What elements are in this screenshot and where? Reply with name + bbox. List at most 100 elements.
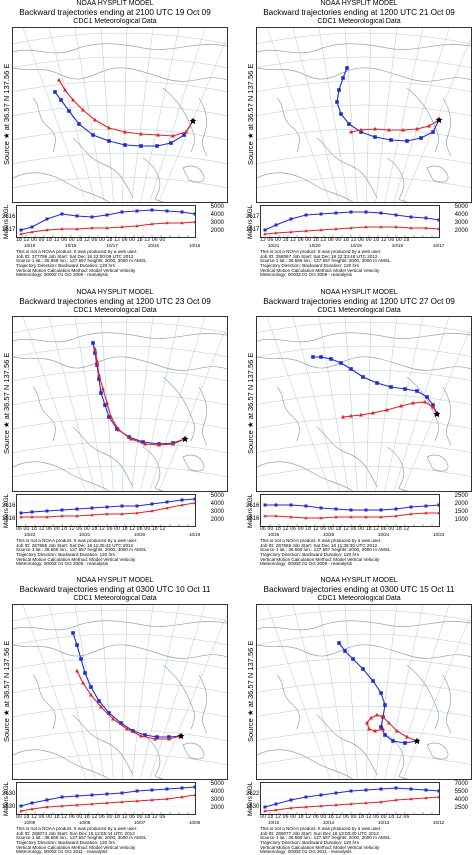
latitude-line bbox=[13, 657, 227, 669]
profile-point bbox=[379, 508, 383, 512]
trajectory-point bbox=[343, 649, 347, 653]
profile-point bbox=[263, 232, 267, 236]
latitude-line bbox=[13, 465, 227, 477]
longitude-line bbox=[131, 28, 154, 202]
trajectory-point bbox=[399, 403, 403, 408]
profile-point bbox=[135, 799, 139, 803]
profile-point bbox=[45, 798, 49, 802]
trajectory-point bbox=[83, 671, 87, 675]
date-tick-label: 10/15 bbox=[189, 243, 201, 248]
trajectory-point bbox=[157, 442, 161, 447]
profile-point bbox=[180, 503, 184, 507]
profile-point bbox=[165, 506, 169, 510]
profile-point bbox=[135, 209, 139, 213]
profile-point bbox=[19, 232, 23, 236]
profile-point bbox=[19, 804, 23, 808]
profile-point bbox=[304, 229, 308, 233]
trajectory-point bbox=[77, 122, 81, 126]
trajectory-point bbox=[117, 427, 121, 432]
longitude-line bbox=[375, 317, 398, 491]
coastline bbox=[316, 137, 378, 199]
panel-title: Backward trajectories ending at 1200 UTC… bbox=[263, 297, 455, 306]
blue-trajectory bbox=[72, 632, 182, 738]
coastline bbox=[32, 674, 56, 730]
coastline bbox=[13, 43, 227, 54]
trajectory-point bbox=[375, 381, 379, 385]
job-info-line: Source 1 lat.: 36.568 lon.: 137.557 heig… bbox=[260, 258, 391, 264]
longitude-line bbox=[74, 317, 105, 491]
profile-point bbox=[30, 510, 34, 514]
profile-point bbox=[349, 789, 353, 793]
coastline bbox=[13, 172, 110, 202]
met-data-label: CDC1 Meteorological Data bbox=[317, 595, 401, 602]
trajectory-point bbox=[401, 127, 405, 132]
longitude-line bbox=[393, 317, 450, 491]
coastline bbox=[386, 157, 408, 202]
profile-point bbox=[45, 515, 49, 519]
trajectory-point bbox=[91, 341, 95, 345]
source-label: Source ★ at 36.57 N 137.56 E bbox=[246, 352, 255, 454]
trajectory-point bbox=[405, 734, 409, 739]
red-trajectory bbox=[58, 79, 194, 137]
coastline bbox=[182, 454, 205, 472]
profile-point bbox=[409, 512, 413, 516]
latitude-line bbox=[13, 345, 227, 357]
panel-title: Backward trajectories ending at 0300 UTC… bbox=[263, 585, 455, 594]
profile-point bbox=[349, 802, 353, 806]
latitude-line bbox=[13, 393, 227, 405]
latitude-line bbox=[257, 633, 471, 645]
trajectory-point bbox=[155, 144, 159, 148]
trajectory-point bbox=[361, 667, 365, 671]
start-height-lower: 1616 bbox=[246, 516, 260, 522]
profile-point bbox=[334, 791, 338, 795]
job-info-line: Vertical Motion Calculation Method: Mode… bbox=[260, 556, 380, 562]
coastline bbox=[442, 97, 452, 157]
profile-point bbox=[60, 227, 64, 231]
model-name: NOAA HYSPLIT MODEL bbox=[320, 0, 398, 7]
source-label: Source ★ at 36.57 N 137.56 E bbox=[2, 352, 11, 454]
coastline bbox=[142, 157, 164, 202]
trajectory-point bbox=[141, 440, 145, 444]
profile-point bbox=[304, 805, 308, 809]
met-data-label: CDC1 Meteorological Data bbox=[73, 307, 157, 314]
trajectory-point bbox=[341, 76, 345, 80]
y-tick-label: 2000 bbox=[210, 805, 224, 811]
trajectory-point bbox=[319, 355, 323, 359]
trajectory-point bbox=[337, 88, 341, 92]
date-tick-label: 10/16 bbox=[147, 243, 160, 248]
date-tick-labels: 10/15 10/14 10/13 10/12 bbox=[260, 820, 444, 827]
coastline bbox=[72, 137, 134, 199]
profile-point bbox=[334, 515, 338, 519]
profile-point bbox=[105, 512, 109, 516]
profile-point bbox=[409, 505, 413, 509]
coastline bbox=[162, 87, 195, 153]
date-tick-label: 10/22 bbox=[24, 532, 36, 537]
profile-point bbox=[75, 794, 79, 798]
profile-point bbox=[165, 797, 169, 801]
profile-point bbox=[334, 211, 338, 215]
date-tick-label: 10/06 bbox=[189, 820, 201, 825]
y-tick-label: 3000 bbox=[210, 797, 224, 803]
meters-agl-label: Meters AGL bbox=[247, 781, 254, 816]
profile-point bbox=[394, 514, 398, 518]
latitude-line bbox=[257, 369, 471, 381]
job-info-line: Source 1 lat.: 36.568 lon.: 137.557 heig… bbox=[16, 547, 147, 553]
date-tick-label: 10/19 bbox=[189, 532, 201, 537]
profile-point bbox=[19, 515, 23, 519]
trajectory-point bbox=[99, 391, 103, 395]
trajectory-point bbox=[349, 129, 353, 134]
longitude-line bbox=[149, 28, 206, 202]
coastline bbox=[13, 332, 227, 343]
trajectory-point bbox=[431, 130, 435, 134]
longitude-line bbox=[266, 605, 331, 779]
latitude-line bbox=[13, 152, 227, 164]
job-info-line: Meteorology: 0000Z 01 Oct 2009 - reanaly… bbox=[16, 272, 108, 278]
job-info-line: Job ID: 377799 Job Start: Sat Dec 18 22:… bbox=[16, 253, 134, 259]
coastline bbox=[13, 67, 227, 82]
profile-point bbox=[180, 498, 184, 502]
source-star bbox=[189, 117, 197, 125]
coastline bbox=[142, 734, 164, 779]
y-tick-label: 2000 bbox=[210, 517, 224, 523]
trajectory-point bbox=[57, 77, 61, 82]
coastline bbox=[442, 386, 452, 446]
